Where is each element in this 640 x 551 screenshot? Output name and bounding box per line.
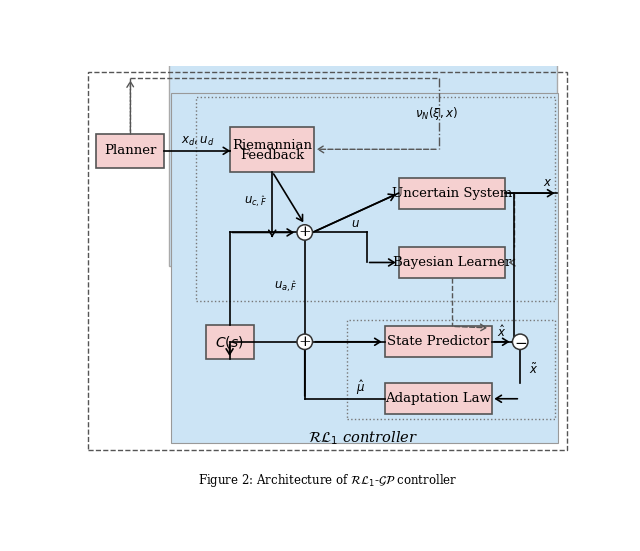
Text: Figure 2: Architecture of $\mathcal{RL}_1$-$\mathcal{GP}$ controller: Figure 2: Architecture of $\mathcal{RL}_… — [198, 472, 458, 489]
Text: $u$: $u$ — [351, 217, 360, 230]
Circle shape — [297, 225, 312, 240]
Text: $x_d, u_d$: $x_d, u_d$ — [180, 135, 214, 148]
Text: Adaptation Law: Adaptation Law — [385, 392, 491, 405]
Circle shape — [513, 334, 528, 349]
Circle shape — [297, 334, 312, 349]
Bar — [348, 320, 555, 419]
Text: $-$: $-$ — [514, 335, 527, 349]
Text: Planner: Planner — [104, 144, 157, 158]
Bar — [196, 97, 555, 301]
Text: State Predictor: State Predictor — [387, 335, 489, 348]
Text: $\tilde{x}$: $\tilde{x}$ — [529, 363, 539, 377]
Text: $x$: $x$ — [543, 176, 553, 189]
Bar — [385, 383, 492, 414]
Bar — [399, 247, 506, 278]
Text: $\mathcal{RL}_1$ controller: $\mathcal{RL}_1$ controller — [308, 429, 418, 447]
Bar — [230, 127, 314, 171]
Text: $\hat{\mu}$: $\hat{\mu}$ — [356, 379, 365, 397]
Text: $u_{a,\hat{F}}$: $u_{a,\hat{F}}$ — [274, 279, 297, 295]
Text: Bayesian Learner: Bayesian Learner — [393, 256, 511, 269]
Text: $\nu_N(\xi, x)$: $\nu_N(\xi, x)$ — [415, 105, 458, 122]
Text: +: + — [298, 225, 311, 240]
Bar — [172, 93, 558, 444]
Text: +: + — [298, 335, 311, 349]
Bar — [399, 178, 506, 209]
Text: $C(s)$: $C(s)$ — [215, 334, 244, 350]
Bar — [88, 72, 566, 450]
Text: Feedback: Feedback — [240, 149, 305, 162]
Text: Riemannian: Riemannian — [232, 139, 312, 152]
Text: $u_{c,\hat{F}}$: $u_{c,\hat{F}}$ — [244, 195, 267, 209]
Bar — [385, 326, 492, 357]
Bar — [169, 0, 557, 266]
Bar — [96, 134, 164, 168]
Text: $\hat{x}$: $\hat{x}$ — [497, 324, 507, 340]
Bar — [205, 325, 253, 359]
Text: Uncertain System: Uncertain System — [392, 187, 512, 199]
